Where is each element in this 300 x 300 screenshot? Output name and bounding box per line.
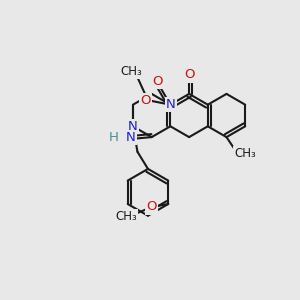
Text: O: O — [184, 68, 194, 82]
Text: H: H — [109, 130, 118, 144]
Text: O: O — [146, 200, 157, 214]
Text: N: N — [126, 131, 136, 144]
Text: N: N — [128, 120, 138, 133]
Text: CH₃: CH₃ — [116, 209, 137, 223]
Text: O: O — [140, 94, 151, 107]
Text: N: N — [166, 98, 176, 111]
Text: CH₃: CH₃ — [234, 147, 256, 160]
Text: O: O — [152, 75, 163, 88]
Text: CH₃: CH₃ — [121, 65, 142, 79]
